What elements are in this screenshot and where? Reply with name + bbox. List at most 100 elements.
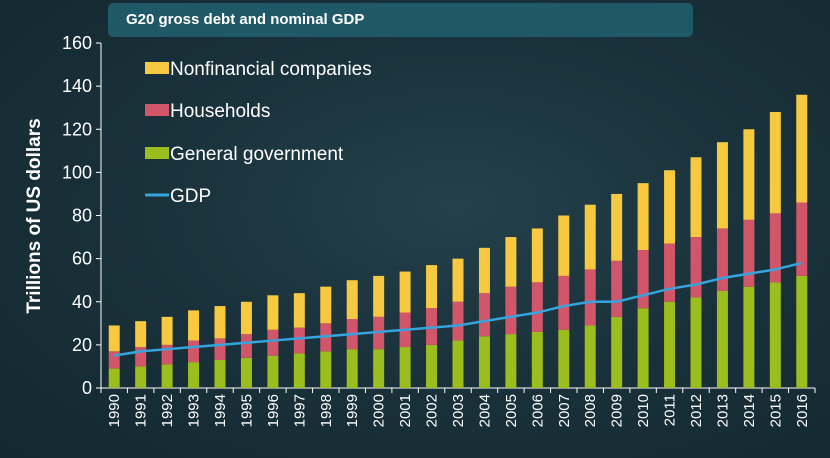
- x-tick-label: 2008: [582, 394, 599, 427]
- bar-households: [240, 334, 252, 358]
- bar-nonfinancial: [690, 157, 702, 238]
- y-tick-label: 80: [72, 206, 92, 226]
- bar-households: [743, 219, 755, 287]
- bar-nonfinancial: [796, 94, 808, 203]
- bar-nonfinancial: [267, 295, 279, 330]
- bar-government: [426, 344, 438, 388]
- bar-nonfinancial: [135, 321, 147, 348]
- y-tick-label: 160: [62, 33, 92, 53]
- y-tick-label: 40: [72, 292, 92, 312]
- bar-nonfinancial: [399, 271, 411, 313]
- bar-government: [346, 349, 358, 388]
- bar-government: [135, 366, 147, 388]
- bar-households: [135, 347, 147, 367]
- bar-nonfinancial: [373, 275, 385, 317]
- y-axis-label: Trillions of US dollars: [24, 118, 45, 313]
- chart-axes: 0 20 40 60 80 100 120 140 160 1990 1991 1992 1993 199…: [62, 33, 816, 427]
- bar-nonfinancial: [478, 247, 490, 294]
- bar-households: [769, 213, 781, 283]
- bar-households: [584, 269, 596, 326]
- bar-nonfinancial: [214, 306, 226, 339]
- x-tick-label: 2000: [371, 394, 388, 427]
- bar-nonfinancial: [743, 129, 755, 220]
- bar-government: [293, 353, 305, 388]
- x-tick-label: 2010: [635, 394, 652, 427]
- x-tick-label: 2003: [450, 394, 467, 427]
- x-tick-label: 2013: [714, 394, 731, 427]
- y-tick-label: 100: [62, 162, 92, 182]
- x-tick-label: 2004: [476, 394, 493, 427]
- bar-nonfinancial: [505, 237, 517, 287]
- bar-nonfinancial: [346, 280, 358, 319]
- bar-government: [108, 368, 120, 388]
- bar-government: [796, 275, 808, 388]
- x-tick-label: 1997: [291, 394, 308, 427]
- x-tick-label: 1995: [238, 394, 255, 427]
- x-tick-label: 2016: [794, 394, 811, 427]
- legend-label-government: General government: [170, 144, 344, 165]
- bar-government: [558, 329, 570, 388]
- legend-label-nonfinancial: Nonfinancial companies: [170, 59, 372, 80]
- x-tick-label: 1990: [106, 394, 123, 427]
- bar-government: [452, 340, 464, 388]
- bar-government: [188, 362, 200, 388]
- bar-households: [478, 293, 490, 337]
- bar-government: [267, 355, 279, 388]
- bar-government: [505, 334, 517, 388]
- legend-swatch-government: [145, 147, 169, 159]
- x-tick-label: 1999: [344, 394, 361, 427]
- bar-nonfinancial: [426, 265, 438, 309]
- x-tick-label: 1998: [318, 394, 335, 427]
- x-tick-label: 2012: [688, 394, 705, 427]
- x-tick-label: 2007: [556, 394, 573, 427]
- x-tick-label: 2006: [529, 394, 546, 427]
- bar-households: [188, 340, 200, 363]
- x-tick-label: 2001: [397, 394, 414, 427]
- bar-nonfinancial: [664, 170, 676, 244]
- gdp-line-group: [114, 261, 803, 357]
- bar-nonfinancial: [531, 228, 543, 283]
- bar-households: [716, 228, 728, 291]
- bar-households: [452, 301, 464, 341]
- bar-nonfinancial: [188, 310, 200, 341]
- bar-government: [690, 297, 702, 388]
- bar-government: [611, 316, 623, 388]
- bar-nonfinancial: [161, 316, 173, 345]
- bar-nonfinancial: [637, 183, 649, 250]
- y-tick-label: 120: [62, 119, 92, 139]
- bar-nonfinancial: [584, 204, 596, 270]
- bar-government: [399, 347, 411, 388]
- legend-swatch-nonfinancial: [145, 62, 169, 74]
- bar-households: [293, 327, 305, 354]
- chart-bars: [108, 94, 808, 388]
- bar-government: [716, 290, 728, 388]
- chart-title: G20 gross debt and nominal GDP: [126, 11, 365, 28]
- bar-government: [769, 282, 781, 388]
- bar-households: [505, 286, 517, 335]
- bar-households: [611, 260, 623, 317]
- bar-government: [637, 308, 649, 388]
- bar-households: [690, 237, 702, 298]
- bar-households: [161, 344, 173, 365]
- bar-government: [161, 364, 173, 388]
- x-tick-label: 2011: [662, 394, 679, 426]
- x-tick-label: 1996: [265, 394, 282, 427]
- bar-households: [664, 243, 676, 302]
- bar-government: [240, 357, 252, 388]
- bar-nonfinancial: [240, 301, 252, 335]
- bar-nonfinancial: [611, 193, 623, 261]
- bar-government: [214, 359, 226, 388]
- bar-nonfinancial: [716, 142, 728, 229]
- y-tick-label: 140: [62, 76, 92, 96]
- legend-label-gdp: GDP: [170, 186, 211, 207]
- bar-nonfinancial: [452, 258, 464, 302]
- x-tick-label: 2002: [424, 394, 441, 427]
- bar-nonfinancial: [769, 112, 781, 214]
- bar-government: [664, 301, 676, 388]
- bar-households: [558, 275, 570, 330]
- legend-label-households: Households: [170, 101, 270, 122]
- x-tick-label: 1992: [159, 394, 176, 427]
- bar-nonfinancial: [558, 215, 570, 276]
- x-tick-label: 2005: [503, 394, 520, 427]
